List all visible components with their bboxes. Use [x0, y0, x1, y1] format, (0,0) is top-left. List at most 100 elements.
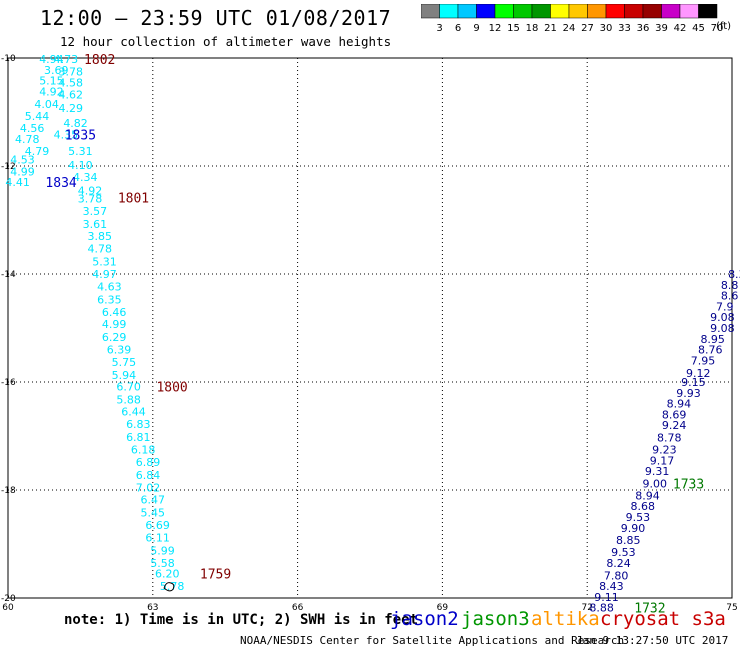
data-point-label: 9.15 — [681, 376, 706, 389]
data-point-label: 4.79 — [25, 145, 50, 158]
data-point-label: 4.04 — [34, 98, 59, 111]
scale-label: 18 — [526, 23, 539, 34]
time-label: 1835 — [65, 129, 96, 144]
credit-timestamp: Jan 9 13:27:50 UTC 2017 — [576, 634, 729, 647]
data-point-label: 5.45 — [141, 507, 166, 520]
data-point-label: 7.95 — [691, 354, 716, 367]
data-point-label: 9.23 — [652, 444, 677, 457]
x-tick-label: 63 — [147, 603, 158, 613]
mission-jason3: jason3 — [461, 608, 530, 630]
plot-frame — [7, 57, 733, 599]
data-point-label: 8.95 — [700, 333, 725, 346]
data-point-label: 9.53 — [611, 546, 636, 559]
data-point-label: 5.31 — [92, 256, 117, 269]
data-point-label: 3.78 — [58, 66, 83, 79]
data-point-label: 9.08 — [710, 311, 735, 324]
data-point-label: 5.88 — [116, 393, 141, 406]
color-scale-legend: 3 6 9 12 15 18 21 24 27 30 33 36 39 42 45 70 — [421, 4, 724, 34]
mission-cryosat-s3a: cryosat s3a — [600, 608, 726, 630]
scale-label: 24 — [563, 23, 576, 34]
data-point-label: 5.94 — [112, 369, 137, 382]
data-point-label: 8.94 — [667, 398, 692, 411]
data-point-label: 8.24 — [606, 557, 631, 570]
data-point-label: 6.81 — [126, 431, 151, 444]
data-point-label: 6.84 — [136, 469, 161, 482]
data-point-label: 5.75 — [112, 356, 137, 369]
data-point-label: 5.31 — [68, 145, 93, 158]
data-point-label: 4.29 — [58, 102, 83, 115]
data-point-label: 7.9 — [716, 300, 734, 313]
mission-jason2: jason2 — [390, 608, 459, 630]
data-point-label: 5.44 — [25, 110, 50, 123]
scale-label: 3 — [436, 23, 442, 34]
scale-label: 21 — [544, 23, 557, 34]
scale-label: 27 — [581, 23, 594, 34]
data-point-label: 6.39 — [107, 344, 132, 357]
data-point-label: 5.99 — [150, 544, 175, 557]
scale-label: 70 — [711, 23, 724, 34]
data-point-label: 6.70 — [116, 380, 141, 393]
data-point-label: 5.58 — [150, 557, 175, 570]
data-point-label: 4.41 — [5, 176, 30, 189]
data-point-label: 9.24 — [662, 419, 687, 432]
x-tick-label: 69 — [437, 603, 449, 613]
data-point-label: 8.85 — [616, 534, 641, 547]
data-point-label: 9.11 — [594, 591, 619, 604]
data-point-label: 9.53 — [626, 511, 651, 524]
data-point-label: 9.00 — [643, 478, 668, 491]
scale-label: 9 — [473, 23, 479, 34]
data-point-label: 8.68 — [630, 500, 655, 513]
data-point-label: 9.93 — [676, 387, 701, 400]
data-point-label: 9.12 — [686, 367, 711, 380]
x-tick-label: 75 — [726, 603, 737, 613]
data-point-label: 4.78 — [15, 133, 40, 146]
data-point-label: 4.10 — [68, 159, 93, 172]
data-point-label: 9.31 — [645, 465, 670, 478]
data-point-label: 4.92 — [39, 85, 64, 98]
data-point-label: 4.92 — [78, 184, 103, 197]
data-point-label: 8.43 — [599, 580, 624, 593]
data-point-label: 4.97 — [92, 268, 117, 281]
data-point-label: 4.82 — [63, 117, 88, 130]
y-tick-label: -14 — [1, 270, 16, 280]
time-label: 1801 — [118, 191, 149, 206]
time-label: 1800 — [156, 380, 187, 395]
data-point-label: 6.47 — [141, 494, 166, 507]
scale-label: 36 — [637, 23, 650, 34]
data-point-label: 4.63 — [97, 280, 122, 293]
y-tick-label: -18 — [1, 486, 16, 496]
time-label: 1732 — [634, 602, 665, 617]
time-label: 1733 — [673, 478, 704, 493]
data-point-label: 6.46 — [102, 306, 127, 319]
y-tick-label: -20 — [1, 594, 16, 604]
x-tick-label: 66 — [292, 603, 304, 613]
data-point-label: 4.99 — [10, 165, 35, 178]
data-point-label: 4.62 — [58, 89, 83, 102]
time-label: 1834 — [45, 176, 76, 191]
data-point-label: 6.29 — [102, 331, 127, 344]
x-tick-label: 60 — [2, 603, 14, 613]
data-point-label: 8.88 — [589, 602, 614, 615]
scale-label: 12 — [489, 23, 502, 34]
y-tick-label: -12 — [1, 162, 16, 172]
data-point-label: 6.20 — [155, 568, 180, 581]
data-point-label: 8.78 — [657, 432, 682, 445]
scale-label: 33 — [618, 23, 631, 34]
data-point-label: 8.8 — [721, 279, 739, 292]
scale-label: 45 — [692, 23, 705, 34]
data-point-label: 7.02 — [136, 481, 161, 494]
page-title: 12:00 – 23:59 UTC 01/08/2017 — [40, 6, 392, 30]
data-point-label: 6.18 — [131, 444, 156, 457]
data-point-label: 8.76 — [698, 344, 723, 357]
scale-label: 6 — [455, 23, 461, 34]
data-point-label: 4.94 — [39, 53, 64, 66]
data-point-label: 8.94 — [635, 489, 660, 502]
data-point-label: 5.78 — [160, 580, 185, 593]
data-point-label: 4.99 — [102, 318, 127, 331]
data-point-label: 7.80 — [604, 569, 629, 582]
time-label: 1802 — [84, 53, 115, 68]
data-point-label: 4.78 — [87, 243, 112, 256]
data-point-label: 8.69 — [662, 408, 687, 421]
data-point-label: 4.58 — [58, 76, 83, 89]
